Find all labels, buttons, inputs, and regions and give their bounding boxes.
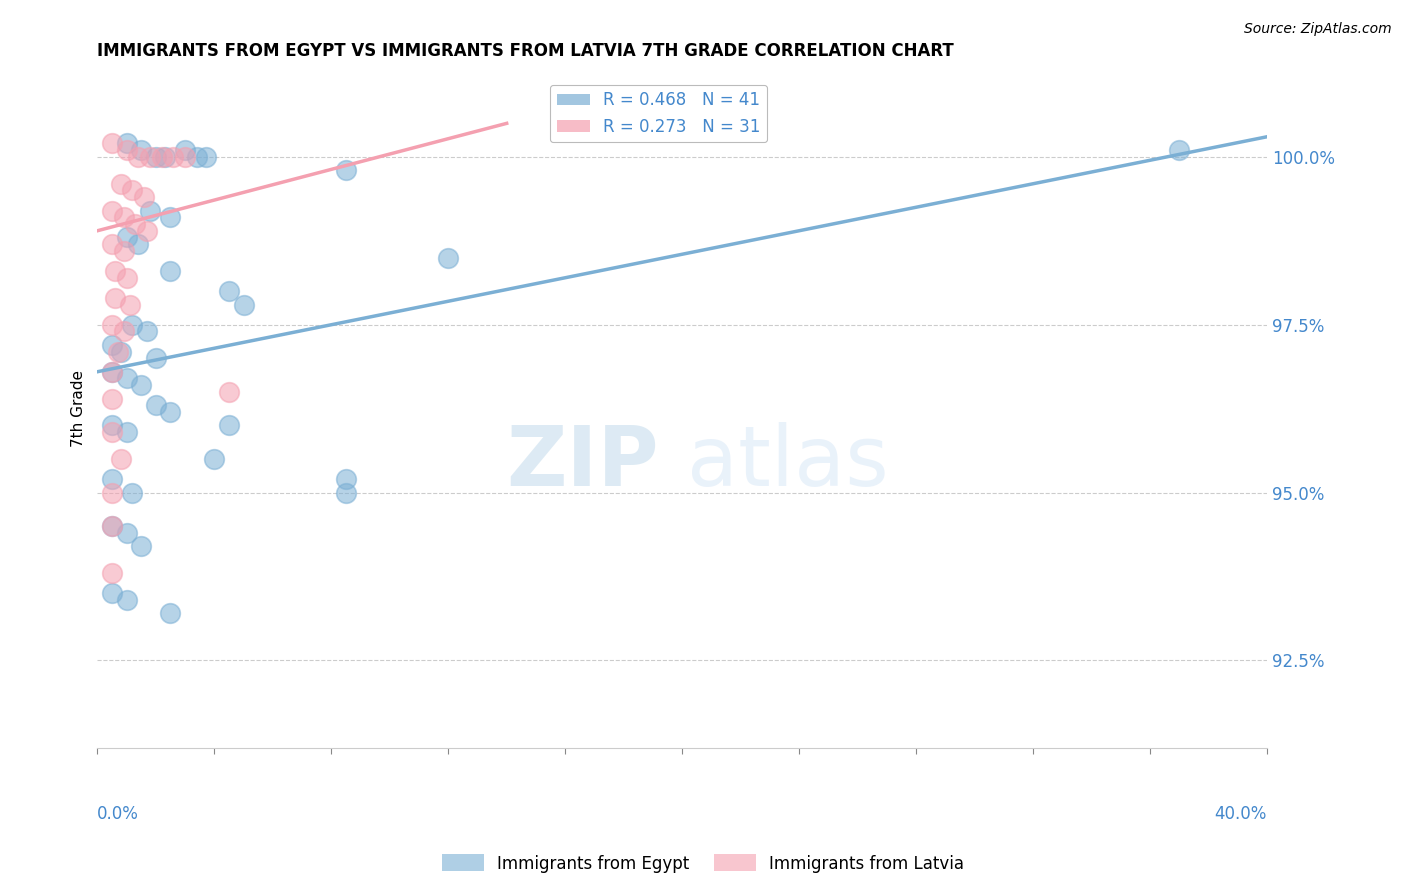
Point <box>115 136 138 151</box>
Point <box>118 297 141 311</box>
Point <box>101 472 124 486</box>
Point <box>104 291 127 305</box>
Text: 0.0%: 0.0% <box>97 805 139 822</box>
Point <box>218 418 240 433</box>
Point <box>136 224 159 238</box>
Point <box>232 297 254 311</box>
Point <box>121 318 143 332</box>
Text: ZIP: ZIP <box>506 423 659 503</box>
Point <box>124 217 146 231</box>
Point <box>101 365 124 379</box>
Point <box>115 270 138 285</box>
Point <box>159 405 181 419</box>
Point <box>127 150 149 164</box>
Point <box>150 150 173 164</box>
Point <box>127 237 149 252</box>
Text: Source: ZipAtlas.com: Source: ZipAtlas.com <box>1244 22 1392 37</box>
Point <box>110 177 132 191</box>
Legend: R = 0.468   N = 41, R = 0.273   N = 31: R = 0.468 N = 41, R = 0.273 N = 31 <box>550 85 768 143</box>
Point <box>101 338 124 352</box>
Point <box>186 150 208 164</box>
Text: IMMIGRANTS FROM EGYPT VS IMMIGRANTS FROM LATVIA 7TH GRADE CORRELATION CHART: IMMIGRANTS FROM EGYPT VS IMMIGRANTS FROM… <box>97 42 955 60</box>
Point <box>101 318 124 332</box>
Point <box>101 566 124 581</box>
Point <box>115 371 138 385</box>
Point <box>112 211 135 225</box>
Point <box>335 163 357 178</box>
Point <box>115 230 138 244</box>
Point <box>129 143 152 157</box>
Point <box>115 525 138 540</box>
Point <box>194 150 217 164</box>
Point <box>139 150 162 164</box>
Point <box>121 184 143 198</box>
Point <box>134 190 156 204</box>
Point <box>136 325 159 339</box>
Point <box>101 425 124 439</box>
Point <box>112 325 135 339</box>
Point <box>115 593 138 607</box>
Point <box>115 425 138 439</box>
Point <box>218 384 240 399</box>
Point <box>110 344 132 359</box>
Point <box>107 344 129 359</box>
Point <box>101 136 124 151</box>
Point <box>174 143 197 157</box>
Point <box>104 264 127 278</box>
Point <box>139 203 162 218</box>
Point <box>159 211 181 225</box>
Text: 40.0%: 40.0% <box>1215 805 1267 822</box>
Point <box>101 586 124 600</box>
Point <box>129 539 152 553</box>
Legend: Immigrants from Egypt, Immigrants from Latvia: Immigrants from Egypt, Immigrants from L… <box>436 847 970 880</box>
Point <box>101 418 124 433</box>
Point <box>159 264 181 278</box>
Point <box>101 365 124 379</box>
Point <box>101 519 124 533</box>
Y-axis label: 7th Grade: 7th Grade <box>72 370 86 447</box>
Point <box>1168 143 1191 157</box>
Point <box>162 150 184 164</box>
Point <box>335 472 357 486</box>
Point <box>101 203 124 218</box>
Point <box>101 485 124 500</box>
Point <box>174 150 197 164</box>
Point <box>145 150 167 164</box>
Point <box>101 237 124 252</box>
Point <box>218 284 240 298</box>
Point <box>159 607 181 621</box>
Point <box>202 452 225 467</box>
Point <box>101 392 124 406</box>
Point <box>335 485 357 500</box>
Point <box>110 452 132 467</box>
Point <box>145 351 167 366</box>
Point <box>145 398 167 412</box>
Point <box>115 143 138 157</box>
Point <box>129 378 152 392</box>
Point <box>437 251 460 265</box>
Text: atlas: atlas <box>686 423 889 503</box>
Point <box>101 519 124 533</box>
Point <box>112 244 135 258</box>
Point <box>153 150 176 164</box>
Point <box>121 485 143 500</box>
